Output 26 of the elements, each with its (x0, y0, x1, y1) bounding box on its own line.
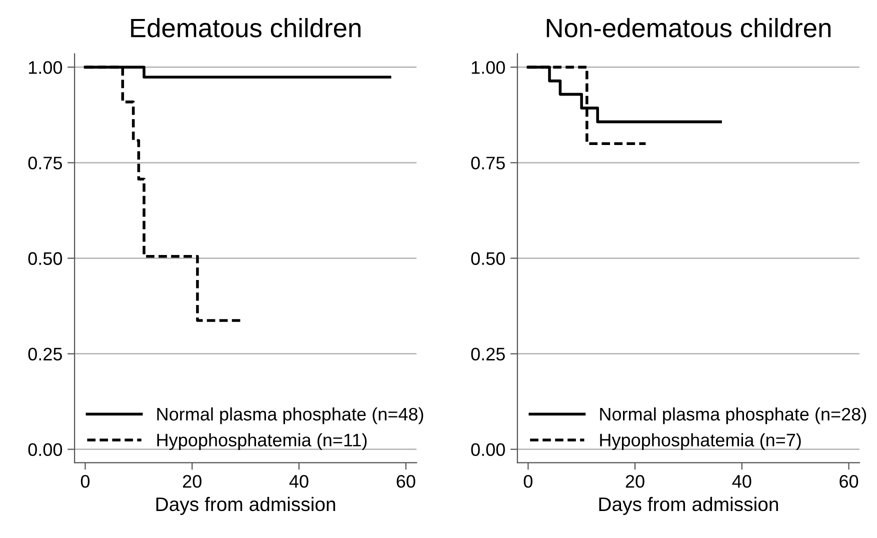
x-tick-label: 60 (840, 474, 858, 488)
y-tick-label: 0.75 (471, 156, 505, 170)
x-tick-label: 0 (80, 474, 90, 488)
x-tick-label: 40 (732, 474, 752, 488)
chart-title: Non-edematous children (546, 18, 830, 38)
x-tick-label: 20 (182, 474, 202, 488)
chart-title: Edematous children (131, 18, 360, 38)
x-tick-label: 20 (626, 474, 644, 488)
y-tick-label: 0.00 (28, 443, 62, 456)
y-tick-label: 0.00 (471, 443, 505, 456)
x-tick-label: 40 (289, 474, 308, 488)
x-tick-label: 0 (524, 474, 532, 488)
x-axis-title: Days from admission (599, 496, 778, 515)
y-tick-label: 0.25 (28, 348, 62, 360)
legend-label: Normal plasma phosphate (n=28) (600, 407, 866, 424)
x-axis-title: Days from admission (156, 496, 336, 515)
y-tick-label: 0.50 (471, 252, 505, 265)
legend-label: Normal plasma phosphate (n=48) (157, 407, 424, 424)
y-tick-label: 1.00 (28, 61, 62, 74)
x-tick-label: 60 (396, 474, 416, 488)
y-tick-label: 0.75 (28, 156, 62, 170)
y-tick-label: 1.00 (472, 61, 505, 74)
y-tick-label: 0.25 (471, 348, 505, 360)
legend-label: Hypophosphatemia (n=11) (157, 433, 367, 450)
y-tick-label: 0.50 (28, 252, 62, 265)
legend-label: Hypophosphatemia (n=7) (600, 433, 801, 450)
